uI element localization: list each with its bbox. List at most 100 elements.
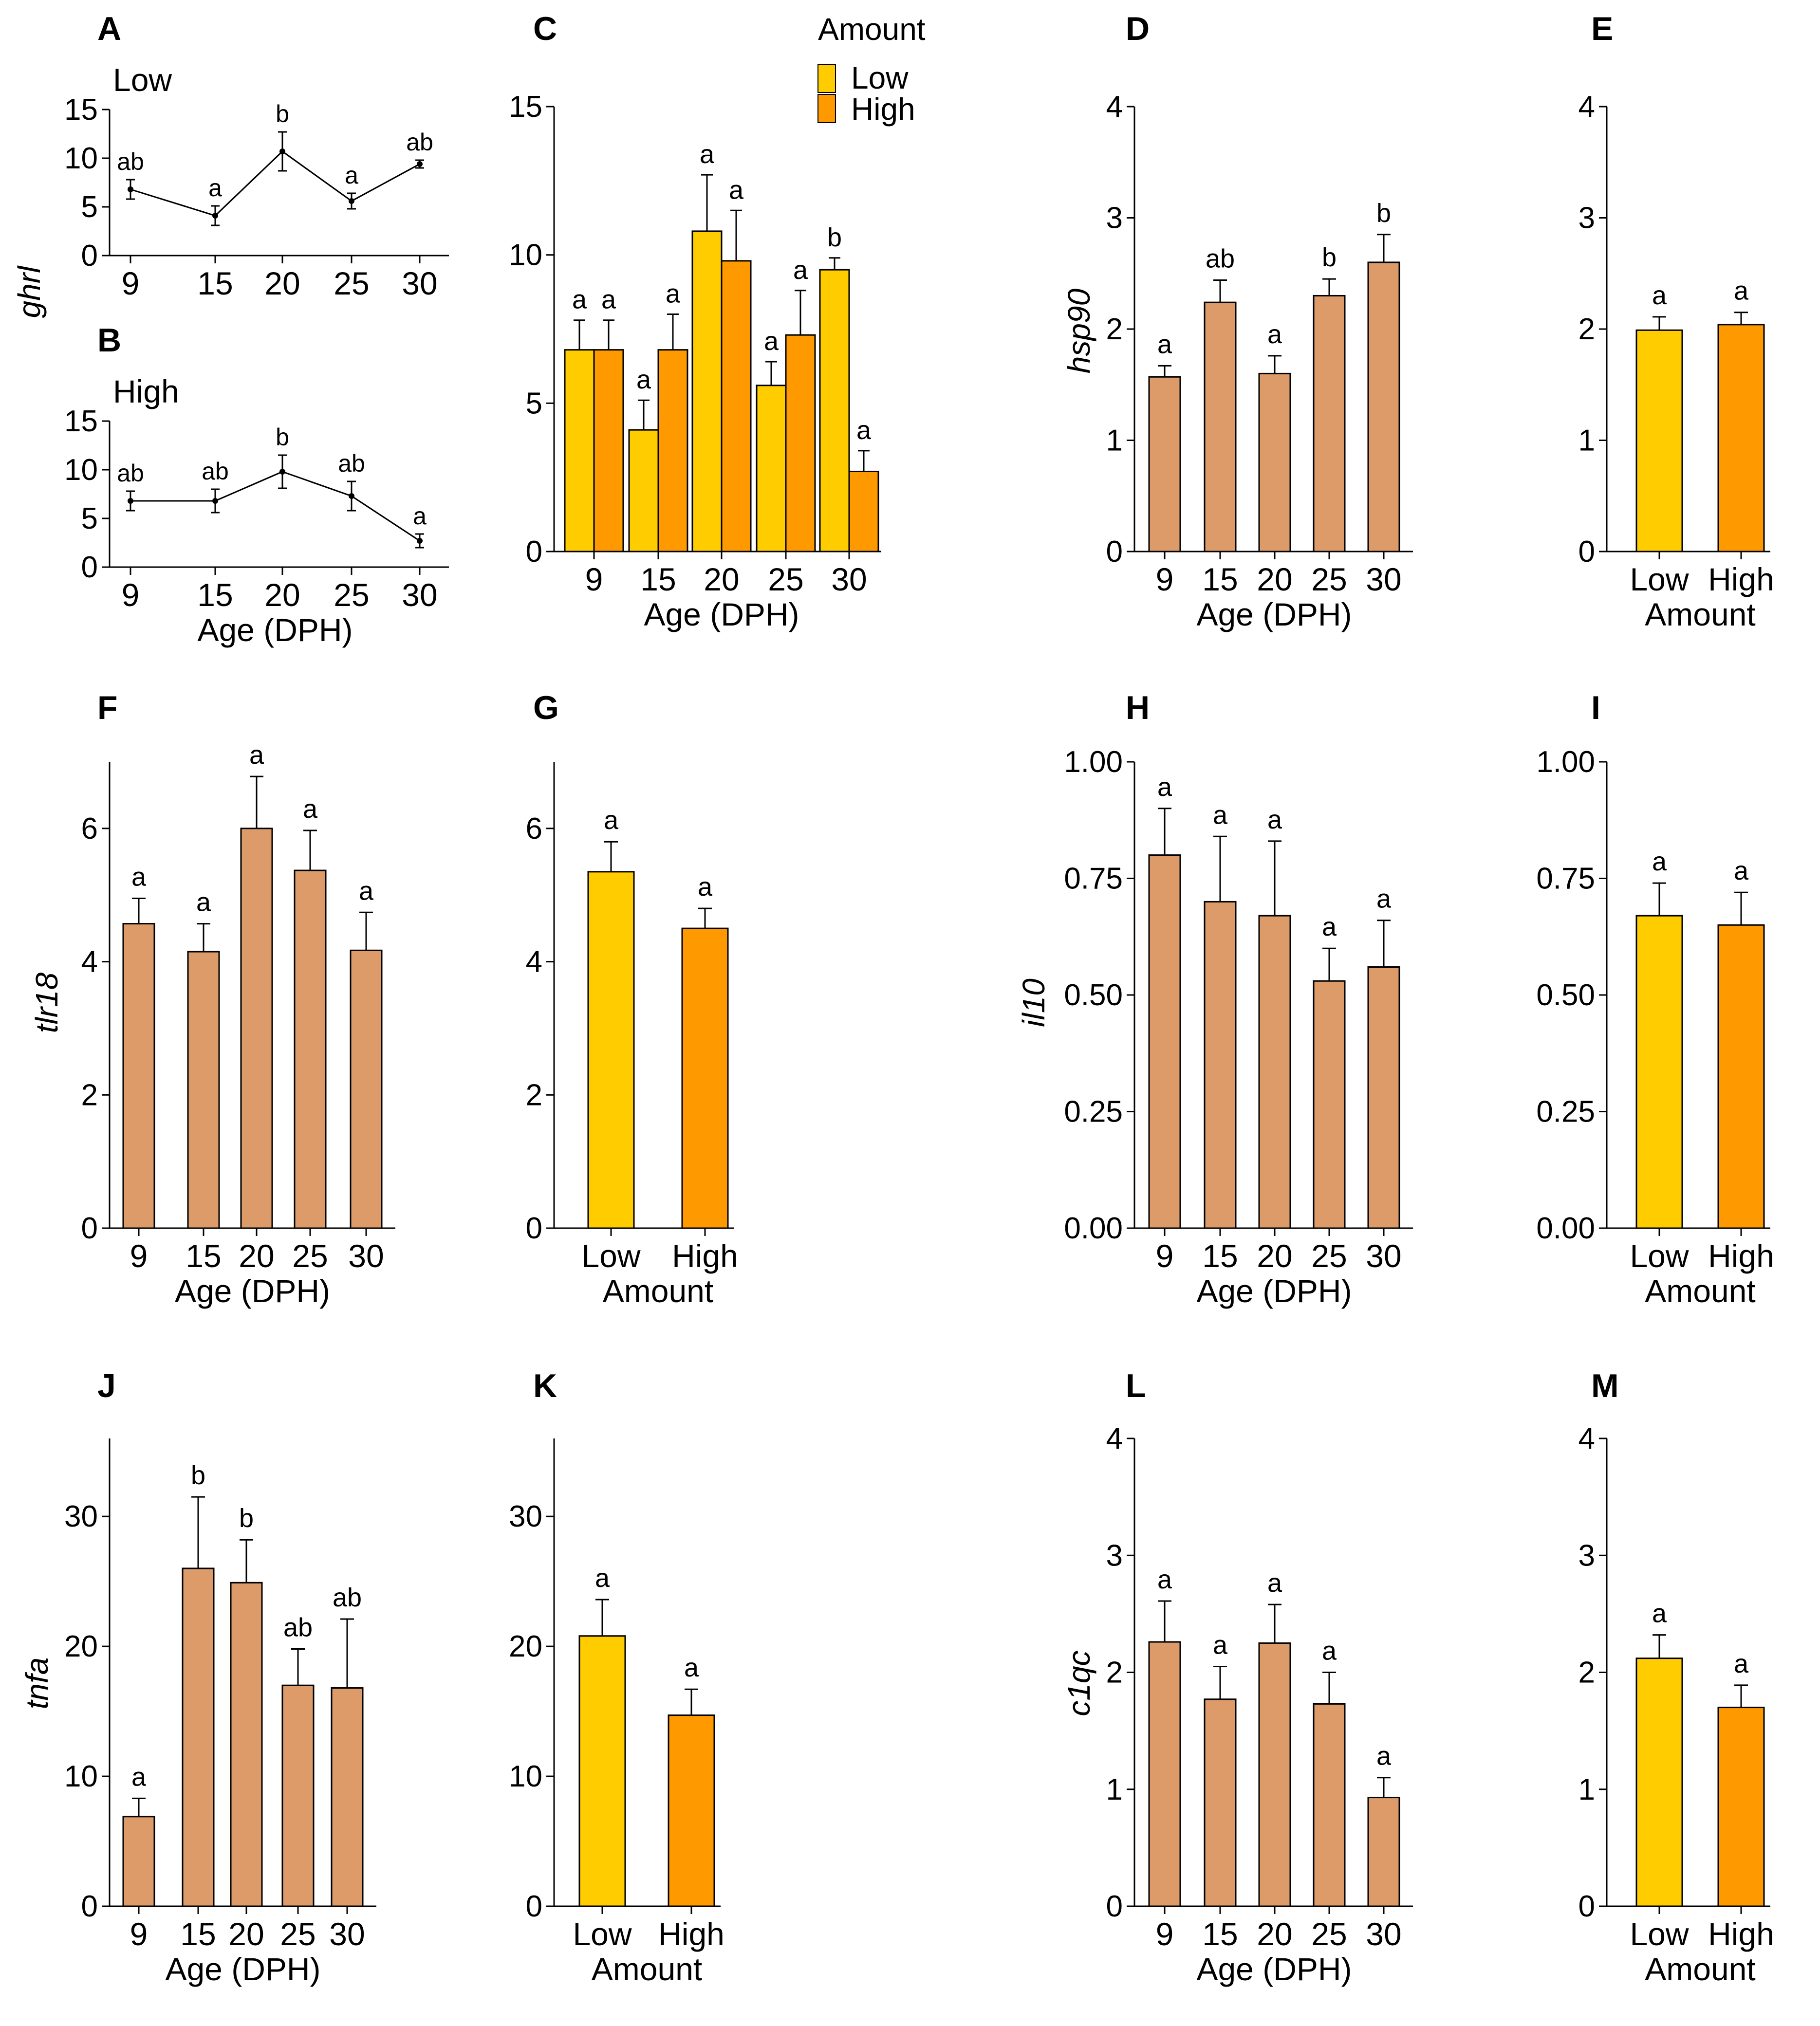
y-tick-label: 0.00 xyxy=(1536,1212,1595,1245)
y-tick-label: 1.00 xyxy=(1536,745,1595,779)
bar xyxy=(1148,854,1181,1229)
x-tick-label: 20 xyxy=(264,265,300,301)
bar xyxy=(1148,1641,1181,1907)
y-tick-label: 5 xyxy=(81,190,98,224)
x-tick-label: 30 xyxy=(831,561,867,597)
x-tick-label: 30 xyxy=(1366,561,1401,597)
significance-letter: a xyxy=(601,285,616,314)
significance-letter: a xyxy=(1734,276,1749,306)
x-tick-label: 25 xyxy=(334,577,369,613)
significance-letter: a xyxy=(1734,1649,1749,1678)
y-tick-label: 0 xyxy=(81,551,98,584)
x-axis-title: Age (DPH) xyxy=(1196,1273,1352,1309)
x-tick-label: High xyxy=(672,1238,738,1274)
panel-label: E xyxy=(1591,10,1613,47)
bar xyxy=(1367,261,1400,553)
x-axis-title: Age (DPH) xyxy=(1196,1951,1352,1987)
bar-low xyxy=(756,385,787,553)
y-tick-label: 10 xyxy=(64,1760,98,1793)
panel-label: K xyxy=(533,1367,557,1404)
significance-letter: b xyxy=(1376,199,1391,228)
bar-low xyxy=(628,429,659,553)
significance-letter: a xyxy=(303,794,318,824)
y-tick-label: 20 xyxy=(509,1630,542,1663)
y-tick-label: 0 xyxy=(1579,1890,1595,1923)
x-axis-title: Age (DPH) xyxy=(1196,596,1352,632)
x-axis-title: Amount xyxy=(603,1273,713,1309)
significance-letter: a xyxy=(359,876,374,905)
y-tick-label: 2 xyxy=(526,1078,542,1112)
bar xyxy=(1204,301,1237,553)
significance-letter: a xyxy=(1157,773,1172,802)
x-tick-label: 20 xyxy=(228,1916,264,1952)
y-tick-label: 30 xyxy=(64,1500,98,1533)
significance-letter: b xyxy=(191,1461,205,1490)
y-tick-label: 0 xyxy=(1106,535,1123,569)
significance-letter: a xyxy=(793,256,808,285)
panel-b: B 0 5 10 15 9 15 20 25 30 Age (DPH) High ab ab b ab a xyxy=(64,322,449,648)
y-tick-label: 0.50 xyxy=(1064,978,1123,1012)
significance-letter: a xyxy=(131,863,147,892)
y-tick-label: 3 xyxy=(1579,202,1595,235)
x-tick-label: 15 xyxy=(1202,1238,1238,1274)
y-tick-label: 1 xyxy=(1106,1773,1123,1806)
x-tick-label: Low xyxy=(573,1916,631,1952)
significance-letter: b xyxy=(276,100,289,128)
bar xyxy=(230,1582,263,1907)
panel-label: G xyxy=(533,689,559,726)
panel-label: M xyxy=(1591,1367,1619,1404)
x-tick-label: 9 xyxy=(130,1916,148,1952)
x-tick-label: 9 xyxy=(1156,1916,1174,1952)
bar xyxy=(1367,1797,1400,1907)
data-point xyxy=(212,213,218,219)
y-tick-label: 10 xyxy=(509,1760,542,1793)
y-tick-label: 0.00 xyxy=(1064,1212,1123,1245)
y-tick-label: 15 xyxy=(509,90,542,124)
x-tick-label: Low xyxy=(581,1238,640,1274)
y-tick-label: 3 xyxy=(1106,1539,1123,1572)
y-tick-label: 0 xyxy=(526,535,542,569)
data-point xyxy=(349,198,354,204)
significance-letter: a xyxy=(1376,1742,1392,1771)
series-line xyxy=(130,150,420,217)
y-tick-label: 15 xyxy=(64,405,98,438)
x-tick-label: Low xyxy=(1630,1238,1689,1274)
significance-letter: a xyxy=(196,888,211,917)
significance-letter: ab xyxy=(202,458,229,485)
legend-title: Amount xyxy=(818,12,926,47)
x-tick-label: 15 xyxy=(197,265,233,301)
significance-letter: ab xyxy=(117,148,144,175)
x-axis-title: Age (DPH) xyxy=(165,1951,320,1987)
y-tick-label: 3 xyxy=(1106,202,1123,235)
x-tick-label: 25 xyxy=(1311,1916,1347,1952)
x-axis-title: Amount xyxy=(1645,596,1755,632)
significance-letter: ab xyxy=(338,450,365,477)
bar-high xyxy=(785,334,816,553)
significance-letter: a xyxy=(1652,281,1667,310)
x-tick-label: 20 xyxy=(1257,1238,1292,1274)
y-tick-label: 0 xyxy=(1579,535,1595,569)
bar-high xyxy=(593,349,624,553)
panel-label: B xyxy=(97,322,121,359)
legend-label-low: Low xyxy=(851,60,909,95)
x-tick-label: 30 xyxy=(402,577,437,613)
x-tick-label: Low xyxy=(1630,561,1689,597)
significance-letter: ab xyxy=(333,1583,362,1612)
x-axis-title: Age (DPH) xyxy=(644,596,799,632)
bar xyxy=(1313,295,1346,553)
significance-letter: ab xyxy=(406,129,433,156)
x-tick-label: 25 xyxy=(1311,1238,1347,1274)
significance-letter: a xyxy=(666,279,681,309)
bar xyxy=(1204,901,1237,1229)
significance-letter: ab xyxy=(117,460,144,487)
significance-letter: a xyxy=(856,416,872,445)
x-tick-label: 20 xyxy=(1257,561,1292,597)
x-tick-label: 30 xyxy=(329,1916,365,1952)
y-title-hsp90: hsp90 xyxy=(1061,288,1096,373)
bar xyxy=(1717,1707,1765,1907)
